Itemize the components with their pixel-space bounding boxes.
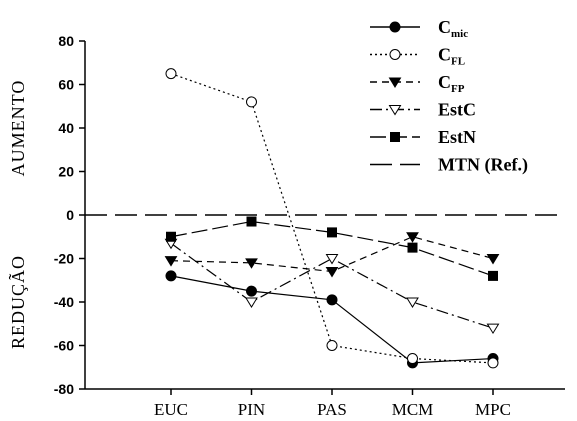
- data-point: [325, 267, 339, 278]
- data-point: [245, 297, 258, 308]
- data-point: [246, 285, 257, 297]
- legend-item: EstN: [370, 127, 476, 147]
- y-tick-label: 80: [58, 33, 74, 49]
- y-tick-label: -80: [54, 381, 74, 397]
- y-axis-title-upper: AUMENTO: [8, 80, 28, 177]
- x-tick-label: PAS: [317, 400, 347, 419]
- data-point: [164, 256, 178, 267]
- series-line: [170, 242, 494, 329]
- y-tick-label: -40: [54, 294, 74, 310]
- x-tick-label: EUC: [154, 400, 188, 419]
- data-point: [326, 340, 338, 351]
- data-point: [390, 132, 400, 142]
- data-point: [389, 21, 401, 33]
- data-point: [389, 49, 401, 60]
- legend-item: CFL: [370, 45, 465, 68]
- series-estn: [166, 216, 498, 281]
- legend-item: Cmic: [370, 17, 468, 40]
- y-tick-label: -20: [54, 251, 74, 267]
- data-point: [488, 270, 498, 281]
- x-tick-label: MCM: [392, 400, 434, 419]
- data-point: [406, 232, 419, 243]
- y-axis-title-lower: REDUÇÃO: [7, 255, 28, 349]
- legend-label: MTN (Ref.): [438, 155, 528, 176]
- y-tick-label: 60: [58, 77, 74, 93]
- legend-label: EstC: [438, 100, 476, 120]
- data-point: [165, 270, 177, 282]
- series-c-fp: [164, 232, 500, 278]
- legend-item: CFP: [370, 72, 465, 95]
- series-line: [170, 220, 494, 277]
- legend-label: CFL: [438, 45, 465, 68]
- y-tick-label: 20: [58, 164, 74, 180]
- data-point: [246, 216, 257, 227]
- data-point: [407, 242, 418, 253]
- data-point: [487, 357, 499, 369]
- legend-label: Cmic: [438, 17, 468, 40]
- data-point: [246, 96, 257, 108]
- legend-label: EstN: [438, 127, 476, 147]
- data-point: [245, 258, 258, 269]
- data-point: [166, 231, 176, 242]
- data-point: [327, 227, 337, 238]
- data-point: [325, 254, 339, 265]
- series-estc: [164, 238, 500, 335]
- data-point: [165, 68, 177, 80]
- legend-item: MTN (Ref.): [370, 155, 528, 176]
- series-c-mic: [165, 270, 499, 369]
- y-tick-label: 40: [58, 120, 74, 136]
- data-point: [326, 294, 338, 306]
- legend-item: EstC: [370, 100, 476, 120]
- data-point: [407, 353, 418, 365]
- data-point: [486, 323, 500, 335]
- data-point: [388, 105, 402, 116]
- y-tick-label: 0: [66, 207, 74, 223]
- data-point: [406, 297, 419, 308]
- y-tick-label: -60: [54, 338, 74, 354]
- legend-label: CFP: [438, 72, 465, 95]
- data-point: [486, 254, 500, 265]
- x-tick-label: MPC: [475, 400, 511, 419]
- series-c-fl: [165, 68, 499, 369]
- x-tick-label: PIN: [238, 400, 265, 419]
- data-point: [388, 77, 402, 88]
